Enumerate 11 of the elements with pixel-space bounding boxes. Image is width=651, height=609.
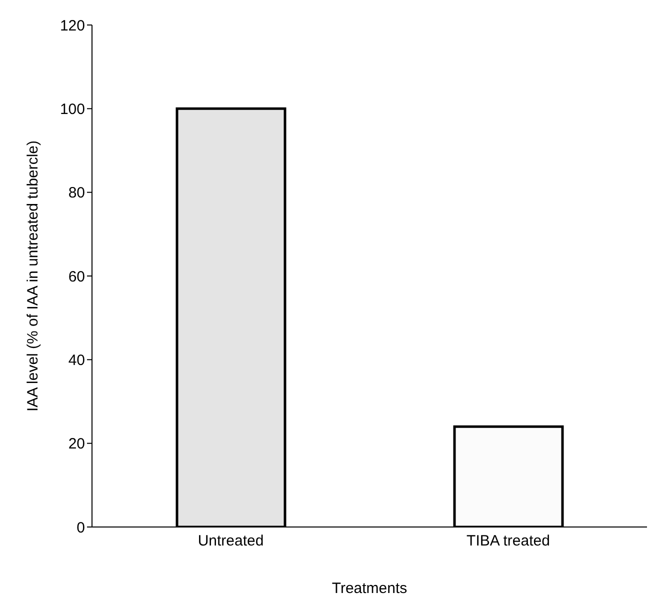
y-tick-label: 80 (68, 184, 85, 202)
y-tick-label: 60 (68, 268, 85, 286)
x-tick-label: TIBA treated (466, 532, 550, 550)
x-tick-label: Untreated (198, 532, 264, 550)
y-axis-title: IAA level (% of IAA in untreated tubercle) (24, 140, 42, 412)
y-tick-label: 40 (68, 352, 85, 369)
x-axis-title: Treatments (332, 580, 408, 597)
y-tick-label: 100 (60, 100, 85, 118)
y-tick-label: 120 (60, 17, 85, 34)
y-tick-label: 0 (76, 519, 85, 536)
y-tick-label: 20 (68, 436, 85, 453)
